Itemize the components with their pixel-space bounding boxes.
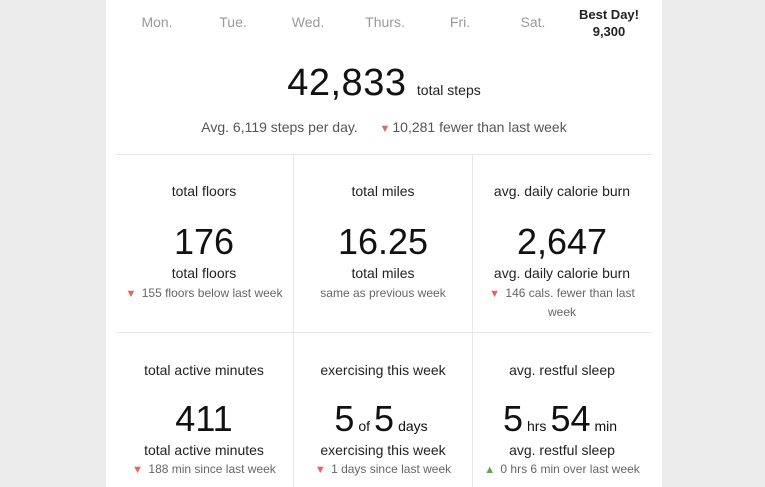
stat-label: total miles [351,265,415,281]
divider [472,155,473,487]
stat-value: 16.25 [337,221,429,262]
stat-heading: total active minutes [144,362,264,378]
day-label-mon[interactable]: Mon. [141,14,173,30]
stat-calorie-burn[interactable]: avg. daily calorie burn 2,647 avg. daily… [472,155,652,332]
day-label-tue[interactable]: Tue. [219,14,247,30]
day-label-fri[interactable]: Fri. [449,14,471,30]
day-columns: Mon. Tue. Wed. Thurs. Fri. Sat. Best Day… [106,0,662,50]
divider [293,155,294,487]
steps-change: 10,281 fewer than last week [392,119,567,135]
best-day-title: Best Day! [579,7,639,22]
stat-total-miles[interactable]: total miles 16.25 total miles same as pr… [293,155,473,332]
stat-delta: ▼ 155 floors below last week [125,286,283,300]
down-triangle-icon: ▼ [379,123,391,135]
stat-label: total floors [171,265,237,281]
day-label-wed[interactable]: Wed. [291,14,325,30]
stat-delta: ▼ 188 min since last week [132,462,276,476]
stat-value: 176 [173,221,235,262]
best-day[interactable]: Best Day! 9,300 [579,6,639,40]
stat-label: total active minutes [144,442,264,458]
stat-label: avg. daily calorie burn [493,265,631,281]
best-day-value: 9,300 [592,24,626,39]
day-label-thurs[interactable]: Thurs. [365,14,405,30]
steps-average-line: Avg. 6,119 steps per day. ▼ 10,281 fewer … [106,119,662,135]
up-triangle-icon: ▲ [484,464,496,476]
stat-restful-sleep[interactable]: avg. restful sleep 5 hrs 54 min avg. restfu… [472,333,652,487]
stat-delta: ▼ 146 cals. fewer than last week [489,286,635,319]
stat-value: 5 of 5 days [334,398,428,439]
down-triangle-icon: ▼ [314,464,326,476]
stat-heading: exercising this week [320,362,446,378]
steps-average: Avg. 6,119 steps per day. [201,119,358,135]
stat-active-minutes[interactable]: total active minutes 411 total active mi… [114,333,294,487]
stat-value: 5 hrs 54 min [502,398,618,439]
stat-label: exercising this week [320,442,446,458]
stat-delta: ▼ 1 days since last week [314,462,452,476]
stat-heading: total floors [171,183,237,199]
weekly-summary-card: Mon. Tue. Wed. Thurs. Fri. Sat. Best Day… [106,0,662,487]
stat-delta: ▲ 0 hrs 6 min over last week [484,462,640,476]
stat-value: 411 [175,398,233,439]
divider [116,154,652,155]
stat-delta: same as previous week [320,286,446,300]
stat-heading: total miles [351,183,415,199]
down-triangle-icon: ▼ [489,288,501,300]
stat-heading: avg. daily calorie burn [493,183,631,199]
stat-label: avg. restful sleep [509,442,615,458]
total-steps-unit: total steps [416,82,481,98]
day-label-sat[interactable]: Sat. [520,14,546,30]
stat-total-floors[interactable]: total floors 176 total floors ▼ 155 floo… [114,155,294,332]
total-steps-value: 42,833 [287,62,407,104]
stat-heading: avg. restful sleep [509,362,615,378]
stat-exercise-days[interactable]: exercising this week 5 of 5 days exercising… [293,333,473,487]
divider [116,332,652,333]
total-steps: 42,833 total steps [106,62,662,105]
down-triangle-icon: ▼ [125,288,137,300]
down-triangle-icon: ▼ [132,464,144,476]
stat-value: 2,647 [516,221,608,262]
